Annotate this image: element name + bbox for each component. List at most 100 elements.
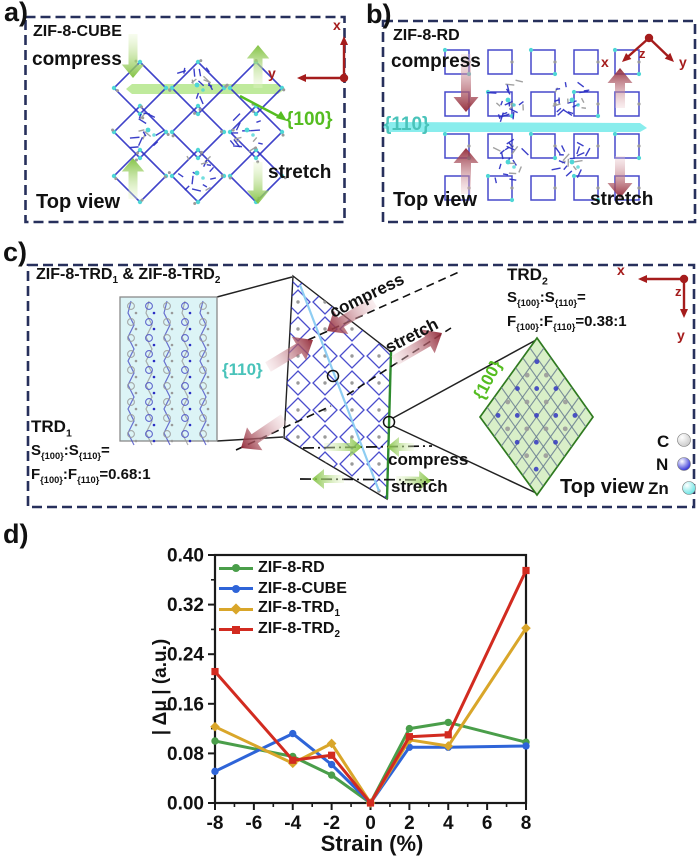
atom-dot: [563, 399, 568, 405]
series-line-0: [213, 720, 528, 805]
zn-node: [227, 129, 233, 135]
molecule-cluster-stroke: [555, 88, 561, 91]
data-marker: [327, 771, 336, 779]
data-marker: [289, 756, 297, 764]
molecule-ring: [127, 318, 135, 326]
atom-dot: [514, 413, 520, 418]
inset-connector: [216, 276, 293, 298]
zn-node: [509, 197, 515, 203]
x-tick-label: 0: [365, 813, 376, 834]
molecule-cluster-stroke: [198, 68, 202, 77]
atom-dot: [206, 311, 210, 315]
zn-node: [194, 82, 200, 88]
atom-dot: [206, 343, 210, 347]
zn-node: [152, 133, 156, 137]
panel-b-box: [381, 19, 697, 224]
legend-item-0: ZIF-8-RD: [219, 558, 347, 579]
atom-dot: [533, 466, 539, 472]
compress-arrow-up: [453, 148, 479, 194]
atom-dot: [152, 375, 156, 379]
c-atom: [377, 276, 381, 277]
molecule-cluster-stroke: [137, 136, 144, 146]
atom-dot: [206, 407, 210, 411]
c-atom: [377, 408, 381, 412]
series-line-1: [213, 732, 528, 805]
atom-dot: [152, 439, 156, 443]
atom-dot: [134, 311, 138, 315]
x-tick-label: -2: [323, 813, 340, 834]
molecule-cluster-stroke: [202, 183, 208, 188]
molecule-cluster-stroke: [511, 145, 519, 155]
zn-node: [195, 199, 201, 205]
compress-arrow-inward: [327, 297, 377, 334]
molecule-cluster-stroke: [505, 88, 511, 95]
molecule-cluster-stroke: [577, 81, 585, 88]
atom-dot: [170, 375, 174, 379]
legend-label: ZIF-8-CUBE: [258, 579, 347, 597]
atom-dot: [206, 375, 210, 379]
molecule-ring: [312, 370, 338, 396]
molecule-cluster-stroke: [576, 146, 581, 155]
molecule-ring: [127, 430, 135, 438]
molecule-cluster-stroke: [129, 136, 140, 139]
atom-legend-c-label: C: [657, 432, 670, 451]
molecule-ring: [145, 414, 153, 422]
c-atom: [323, 327, 327, 331]
data-marker: [405, 724, 414, 733]
data-marker: [289, 729, 297, 738]
atom-dot: [152, 359, 156, 363]
data-marker: [328, 751, 336, 759]
molecule-cluster-stroke: [233, 139, 241, 148]
atom-dot: [206, 327, 210, 331]
c-atom: [134, 158, 138, 162]
lattice-line: [521, 396, 580, 477]
molecule-cluster-stroke: [576, 151, 585, 157]
molecule-ring: [145, 302, 153, 310]
compress-arrow-left: [387, 437, 414, 457]
lattice-line: [486, 406, 544, 487]
molecule-ring: [145, 382, 153, 390]
atom-dot: [188, 359, 192, 363]
atom-legend-sphere-zn: [682, 481, 696, 495]
atom-dot: [152, 343, 156, 347]
atom-dot: [524, 453, 530, 459]
c-atom: [350, 462, 354, 466]
c-atom: [166, 132, 170, 136]
c-atom: [296, 300, 300, 304]
zn-node: [221, 129, 227, 135]
stretch-arrow-up: [607, 68, 633, 108]
molecule-cluster-stroke: [512, 111, 515, 120]
c-atom: [296, 462, 300, 466]
atom-dot: [170, 343, 174, 347]
molecule-chain: [163, 300, 171, 446]
data-marker: [405, 733, 413, 741]
molecule-ring: [163, 350, 171, 358]
atom-dot: [543, 453, 549, 459]
zn-node: [485, 173, 491, 179]
atom-dot: [170, 439, 174, 443]
zn-node: [111, 85, 117, 91]
molecule-chain: [199, 300, 207, 446]
x-tick-label: -6: [245, 813, 262, 834]
atom-dot: [170, 423, 174, 427]
zn-node: [227, 85, 233, 91]
axis-arrow-head: [622, 53, 632, 62]
compress-arrow-inward: [265, 336, 313, 372]
molecule-cluster-stroke: [581, 106, 587, 109]
plane-100-pointer-head: [276, 111, 287, 121]
legend-label: ZIF-8-TRD2: [258, 619, 340, 640]
molecule-cluster-stroke: [554, 146, 561, 155]
legend-line-swatch: [219, 625, 253, 634]
atom-dot: [524, 372, 530, 378]
c-atom: [350, 276, 354, 277]
lattice-line: [528, 406, 587, 487]
molecule-ring: [199, 366, 207, 374]
zn-node: [569, 97, 575, 103]
molecule-ring: [181, 318, 189, 326]
molecule-ring: [127, 414, 135, 422]
molecule-cluster-stroke: [509, 178, 517, 181]
c-atom: [637, 60, 641, 64]
inset-100-structure: [486, 347, 587, 487]
atom-dot: [188, 439, 192, 443]
atom-dot: [206, 359, 210, 363]
